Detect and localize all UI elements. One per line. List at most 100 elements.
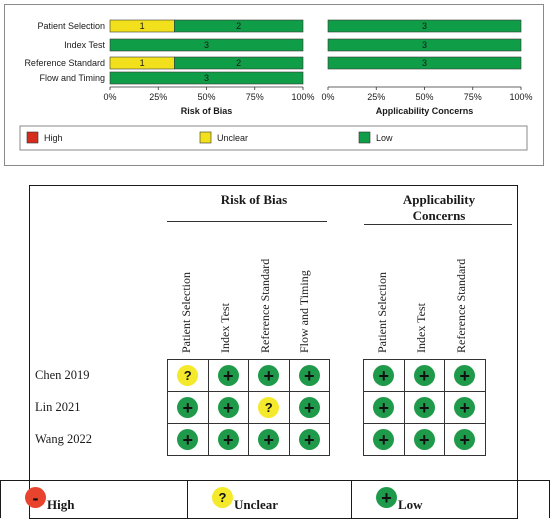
risk-of-bias-rule bbox=[167, 221, 327, 222]
x-tick-label: 0% bbox=[103, 92, 116, 102]
bar-count-label: 2 bbox=[236, 58, 241, 68]
low-icon: + bbox=[217, 397, 239, 418]
high-icon: - bbox=[25, 487, 46, 508]
legend-label: Low bbox=[398, 497, 423, 512]
table-cell-low: + bbox=[207, 359, 249, 392]
bar-count-label: 3 bbox=[422, 21, 427, 31]
study-label: Wang 2022 bbox=[35, 432, 92, 446]
summary-chart-panel: Patient Selection 1 2 Index Test 3 Reference … bbox=[4, 4, 544, 166]
low-icon: + bbox=[413, 429, 435, 450]
legend-swatch-low bbox=[358, 131, 371, 144]
unclear-icon: ? bbox=[258, 397, 280, 418]
x-tick-label: 100% bbox=[509, 92, 532, 102]
table-cell-low: + bbox=[167, 423, 209, 456]
column-header: Patient Selection bbox=[374, 272, 389, 353]
legend-item-high: - High bbox=[0, 480, 188, 518]
bar-segment-low bbox=[327, 19, 522, 33]
category-label: Flow and Timing bbox=[39, 73, 105, 83]
bar-segment-low bbox=[109, 71, 304, 85]
chart-title: Risk of Bias bbox=[181, 106, 233, 116]
risk-of-bias-heading: Risk of Bias bbox=[220, 192, 288, 207]
table-cell-low: + bbox=[207, 423, 249, 456]
study-label: Lin 2021 bbox=[35, 400, 81, 414]
table-cell-low: + bbox=[403, 359, 445, 392]
traffic-light-table: Risk of Bias Applicability Concerns Pati… bbox=[29, 185, 518, 519]
bar-count-label: 3 bbox=[204, 73, 209, 83]
legend-label-low: Low bbox=[376, 133, 393, 143]
low-icon: + bbox=[413, 365, 435, 386]
table-cell-low: + bbox=[403, 423, 445, 456]
table-row: + + + bbox=[363, 359, 486, 392]
low-icon: + bbox=[258, 365, 280, 386]
low-icon: + bbox=[454, 397, 476, 418]
summary-chart: Patient Selection 1 2 Index Test 3 Reference … bbox=[19, 19, 533, 151]
low-icon: + bbox=[454, 429, 476, 450]
low-icon: + bbox=[413, 397, 435, 418]
bar-count-label: 3 bbox=[422, 58, 427, 68]
low-icon: + bbox=[373, 397, 395, 418]
legend-swatch-unclear bbox=[199, 131, 212, 144]
bar-segment-low bbox=[174, 56, 304, 70]
table-cell-low: + bbox=[363, 423, 405, 456]
legend-label: High bbox=[47, 497, 75, 512]
low-icon: + bbox=[217, 365, 239, 386]
column-header: Patient Selection bbox=[178, 272, 193, 353]
table-row: + +? + bbox=[167, 391, 330, 424]
applicability-grid: + + + + + + + + + bbox=[363, 359, 486, 456]
table-cell-low: + bbox=[444, 423, 486, 456]
low-icon: + bbox=[298, 429, 320, 450]
x-tick-label: 50% bbox=[197, 92, 215, 102]
category-label: Index Test bbox=[64, 40, 105, 50]
unclear-icon: ? bbox=[177, 365, 199, 386]
x-tick-label: 75% bbox=[246, 92, 264, 102]
low-icon: + bbox=[376, 487, 397, 508]
table-cell-low: + bbox=[363, 391, 405, 424]
risk-of-bias-grid: ? + + + + +? + + + + + bbox=[167, 359, 330, 456]
traffic-light-legend: - High? Unclear + Low bbox=[0, 480, 550, 519]
bar-segment-low bbox=[327, 56, 522, 70]
low-icon: + bbox=[298, 397, 320, 418]
table-cell-low: + bbox=[288, 391, 330, 424]
category-label: Patient Selection bbox=[37, 21, 105, 31]
table-row: + + + bbox=[363, 391, 486, 424]
table-cell-low: + bbox=[207, 391, 249, 424]
table-cell-low: + bbox=[288, 423, 330, 456]
table-row: ? + + + bbox=[167, 359, 330, 392]
x-tick-label: 75% bbox=[464, 92, 482, 102]
x-tick-label: 50% bbox=[415, 92, 433, 102]
table-cell-low: + bbox=[363, 359, 405, 392]
bar-count-label: 3 bbox=[422, 40, 427, 50]
column-header: Index Test bbox=[218, 303, 233, 353]
table-cell-low: + bbox=[444, 391, 486, 424]
table-row: + + + bbox=[363, 423, 486, 456]
legend-label-high: High bbox=[44, 133, 63, 143]
table-cell-low: + bbox=[248, 423, 290, 456]
applicability-heading-line2: Concerns bbox=[412, 208, 466, 223]
low-icon: + bbox=[373, 429, 395, 450]
applicability-rule bbox=[364, 224, 512, 225]
x-tick-label: 25% bbox=[149, 92, 167, 102]
bar-count-label: 2 bbox=[236, 21, 241, 31]
category-label: Reference Standard bbox=[24, 58, 105, 68]
x-tick-label: 25% bbox=[367, 92, 385, 102]
low-icon: + bbox=[298, 365, 320, 386]
summary-legend-box bbox=[19, 125, 528, 151]
bar-segment-low bbox=[109, 38, 304, 52]
legend-swatch-high bbox=[26, 131, 39, 144]
bar-count-label: 1 bbox=[140, 58, 145, 68]
low-icon: + bbox=[258, 429, 280, 450]
column-header: Reference Standard bbox=[453, 258, 468, 353]
applicability-heading-line1: Applicability bbox=[402, 192, 476, 207]
legend-label: Unclear bbox=[234, 497, 279, 512]
table-cell-low: + bbox=[288, 359, 330, 392]
low-icon: + bbox=[177, 397, 199, 418]
low-icon: + bbox=[177, 429, 199, 450]
unclear-icon: ? bbox=[212, 487, 233, 508]
table-row: + + + + bbox=[167, 423, 330, 456]
low-icon: + bbox=[373, 365, 395, 386]
bar-segment-low bbox=[327, 38, 522, 52]
x-tick-label: 100% bbox=[291, 92, 314, 102]
column-header: Flow and Timing bbox=[297, 270, 312, 353]
table-cell-low: + bbox=[248, 359, 290, 392]
legend-item-low: + Low bbox=[351, 480, 550, 518]
